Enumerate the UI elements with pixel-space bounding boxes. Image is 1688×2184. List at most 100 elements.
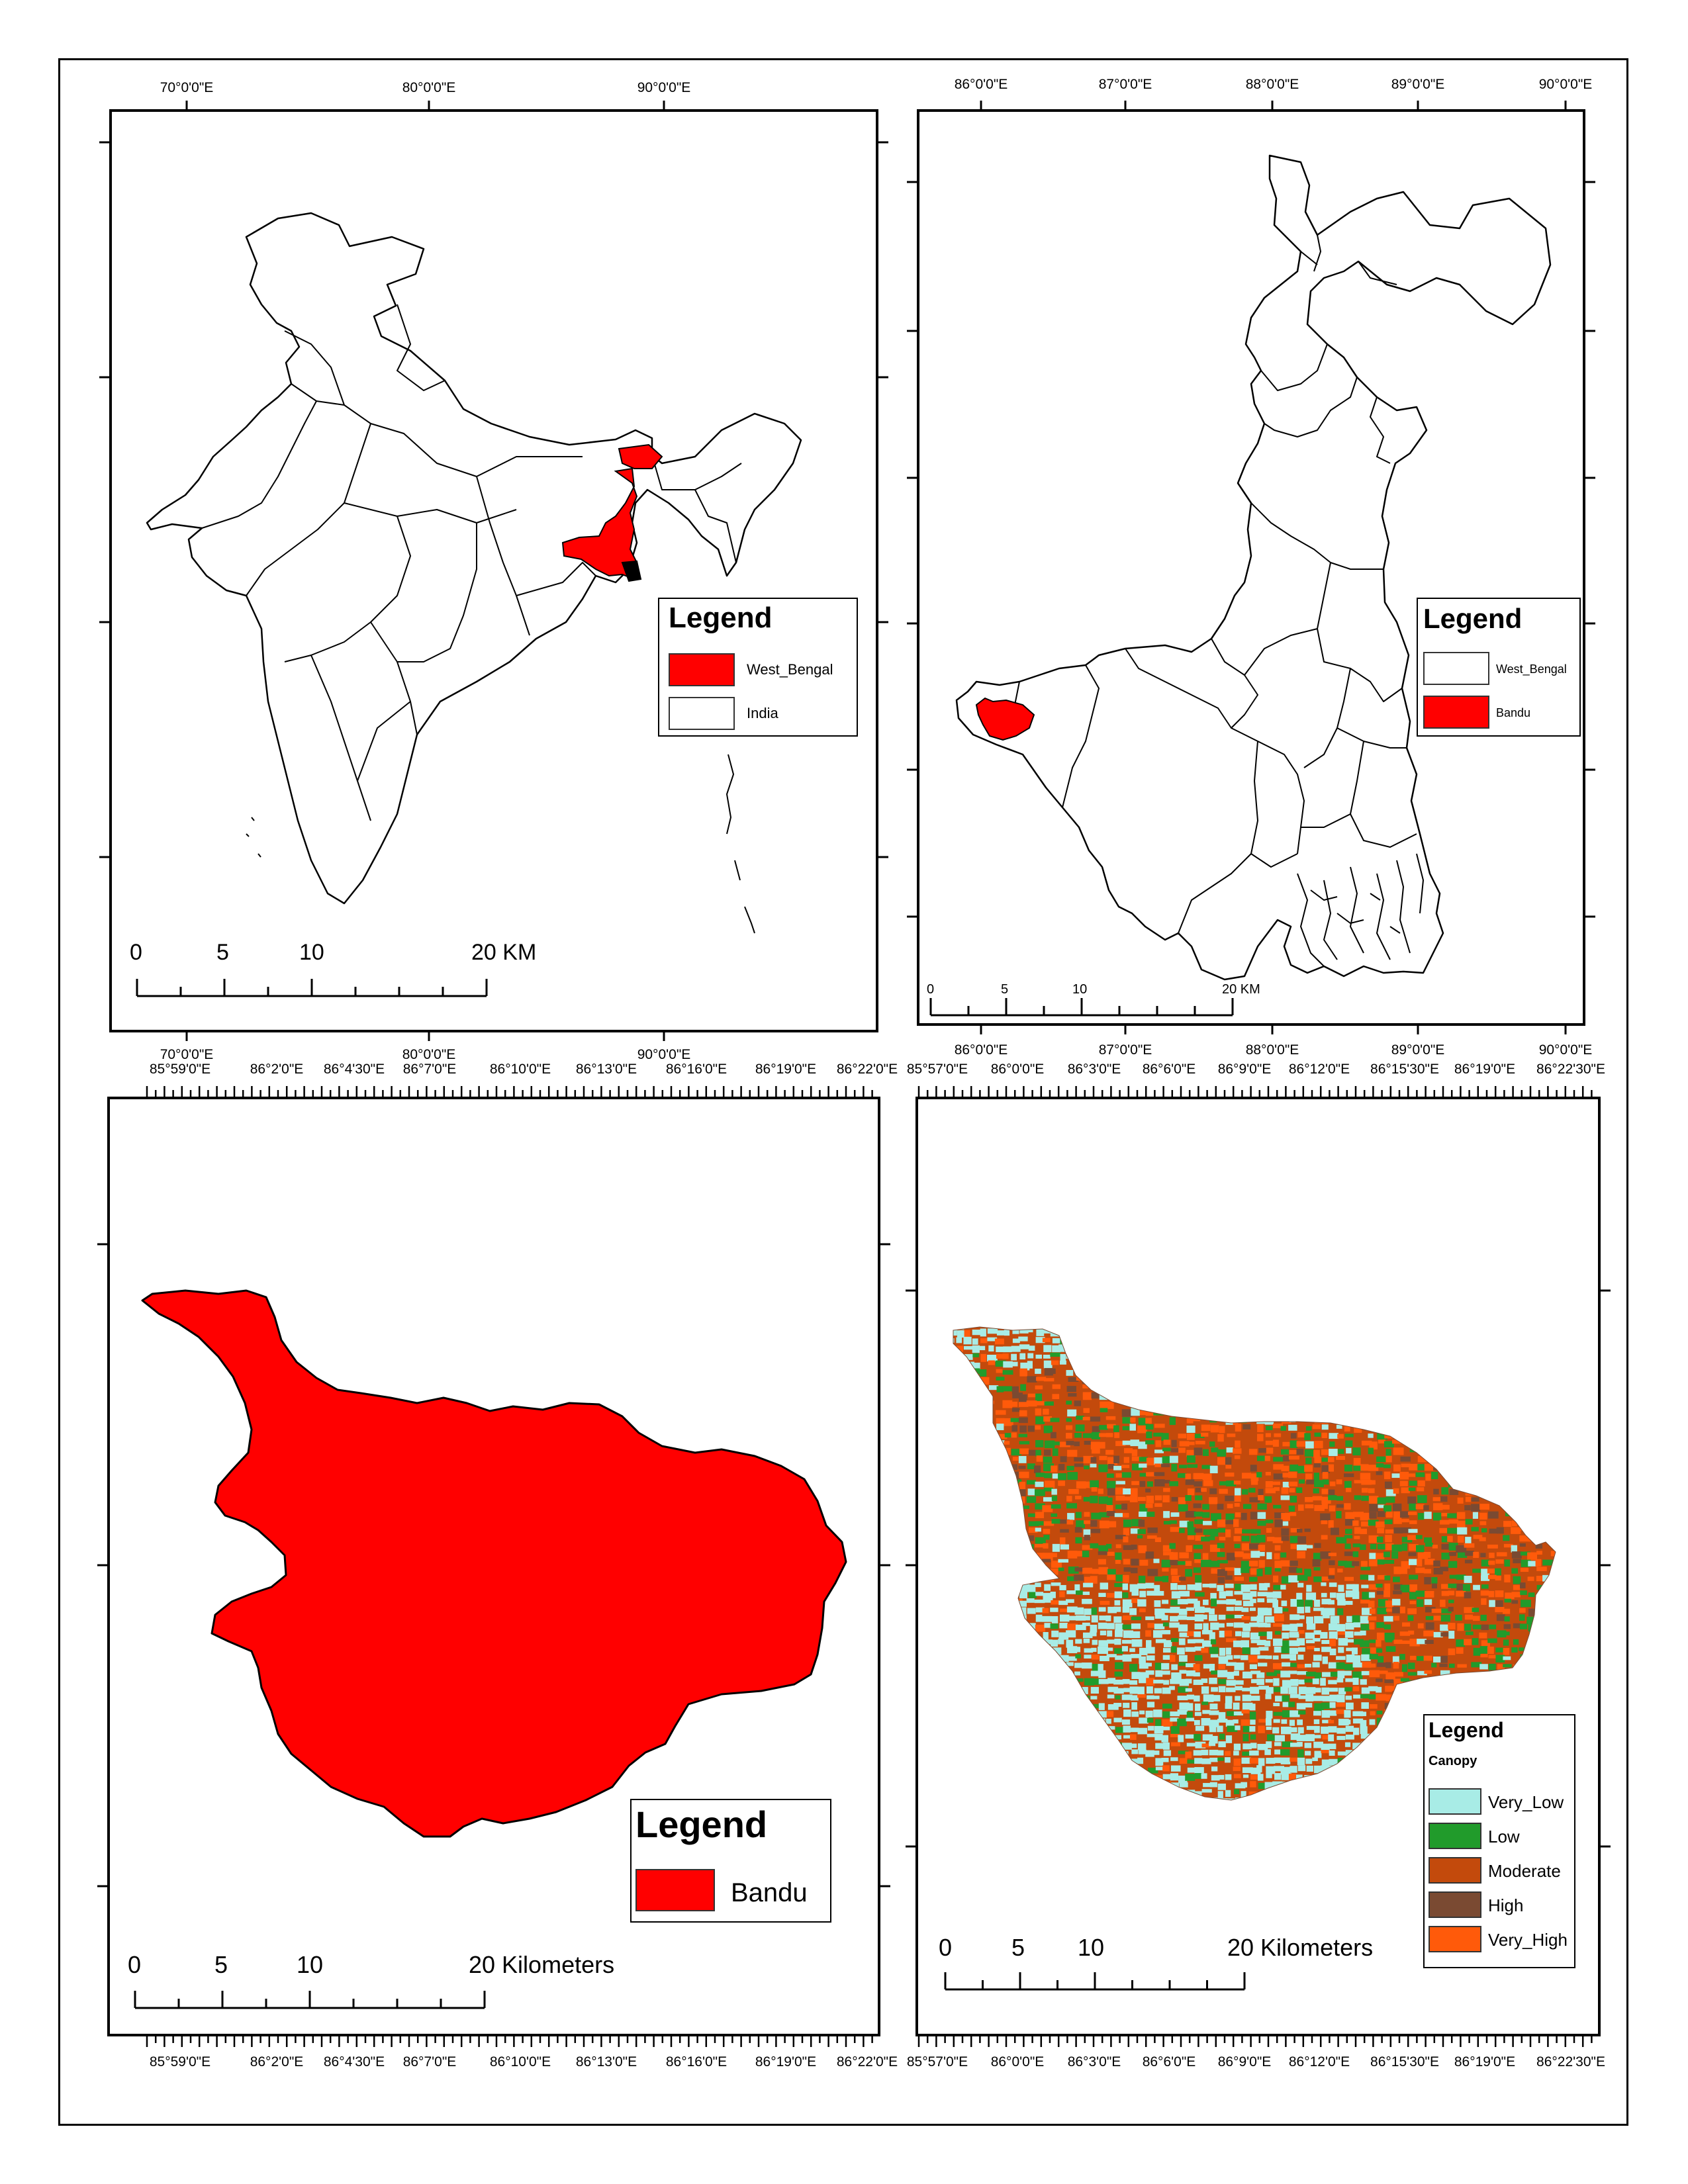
canopy-cell-low (1169, 1481, 1179, 1486)
canopy-cell-very-low (1322, 1719, 1331, 1723)
canopy-cell-very-low (1201, 1789, 1212, 1793)
canopy-cell-very-high (1274, 1561, 1282, 1569)
canopy-cell-very-low (953, 1327, 959, 1329)
canopy-cell-low (1129, 1664, 1138, 1672)
canopy-cell-very-low (988, 1719, 996, 1727)
canopy-cell-high (1131, 1402, 1142, 1407)
canopy-cell-very-low (1417, 1702, 1425, 1707)
canopy-cell-very-high (1139, 1409, 1149, 1416)
canopy-cell-low (1519, 1671, 1525, 1678)
canopy-cell-very-high (1481, 1385, 1487, 1392)
canopy-cell-very-low (1091, 1647, 1097, 1652)
canopy-cell-very-high (1535, 1385, 1542, 1392)
canopy-cell-very-high (953, 1527, 957, 1533)
canopy-cell-very-high (1536, 1551, 1542, 1555)
canopy-cell-very-low (1042, 1615, 1053, 1622)
canopy-cell-very-high (1534, 1327, 1546, 1328)
canopy-cell-very-high (1487, 1569, 1497, 1574)
bandu-legend-label: Bandu (731, 1878, 808, 1907)
canopy-cell-very-low (1336, 1623, 1346, 1631)
canopy-cell-very-high (1258, 1725, 1265, 1733)
canopy-cell-low (1257, 1410, 1266, 1418)
canopy-cell-very-low (1162, 1742, 1170, 1750)
canopy-cell-very-low (1091, 1719, 1100, 1725)
canopy-cell-very-low (1424, 1512, 1432, 1520)
canopy-cell-very-low (1488, 1696, 1498, 1702)
canopy-cell-very-high (1377, 1574, 1387, 1580)
canopy-cell-low (1201, 1799, 1212, 1800)
canopy-cell-high (1377, 1751, 1387, 1756)
canopy-cell-very-low (1066, 1703, 1074, 1708)
canopy-cell-low (956, 1368, 965, 1373)
canopy-cell-very-low (1209, 1735, 1218, 1744)
canopy-cell-very-high (1321, 1750, 1329, 1754)
canopy-cell-high (1217, 1345, 1223, 1351)
canopy-top-label-7: 86°15'30"E (1370, 1062, 1439, 1077)
canopy-cell-very-low (1329, 1608, 1335, 1615)
canopy-cell-low (1289, 1328, 1297, 1334)
canopy-cell-high (1098, 1369, 1107, 1375)
canopy-cell-very-low (1202, 1608, 1211, 1613)
canopy-cell-low (1456, 1392, 1467, 1400)
canopy-cell-very-low (1266, 1598, 1278, 1603)
canopy-cell-very-low (1027, 1361, 1033, 1369)
canopy-cell-very-high (1447, 1535, 1453, 1542)
canopy-cell-high (953, 1496, 957, 1503)
canopy-cell-low (988, 1686, 998, 1692)
canopy-cell-very-high (1448, 1623, 1456, 1630)
canopy-cell-very-low (1336, 1424, 1342, 1429)
canopy-cell-very-high (1272, 1537, 1283, 1543)
canopy-cell-very-high (1266, 1394, 1276, 1400)
canopy-cell-very-low (1282, 1521, 1289, 1526)
canopy-cell-high (1066, 1441, 1074, 1445)
canopy-cell-very-high (1399, 1631, 1411, 1636)
canopy-cell-very-high (1369, 1670, 1380, 1678)
canopy-cell-very-high (1090, 1576, 1098, 1584)
canopy-cell-very-low (1266, 1400, 1276, 1406)
canopy-cell-very-high (1423, 1328, 1431, 1337)
canopy-cell-very-low (1051, 1615, 1058, 1623)
canopy-cell-very-high (1432, 1362, 1443, 1370)
canopy-cell-low (1497, 1630, 1507, 1638)
canopy-cell-very-low (1186, 1663, 1196, 1668)
canopy-cell-very-high (1560, 1338, 1568, 1343)
canopy-cell-very-high (1105, 1337, 1113, 1343)
canopy-cell-low (1258, 1631, 1270, 1637)
canopy-cell-low (1035, 1439, 1044, 1447)
canopy-cell-very-high (1186, 1345, 1196, 1353)
canopy-cell-very-low (996, 1654, 1003, 1659)
canopy-cell-very-low (1352, 1647, 1358, 1655)
canopy-cell-very-high (1170, 1655, 1176, 1662)
canopy-cell-very-low (1481, 1575, 1490, 1581)
canopy-cell-very-low (1042, 1791, 1053, 1796)
canopy-cell-very-high (1003, 1695, 1013, 1702)
bandu-top-label-9: 86°22'0"E (836, 1062, 898, 1077)
canopy-cell-very-low (1084, 1353, 1092, 1357)
canopy-cell-very-high (1274, 1545, 1281, 1551)
canopy-cell-very-low (1368, 1592, 1376, 1598)
canopy-cell-very-low (1137, 1757, 1144, 1764)
canopy-cell-very-low (1391, 1473, 1402, 1479)
canopy-cell-very-low (1034, 1654, 1044, 1661)
canopy-cell-very-high (1401, 1416, 1407, 1423)
canopy-cell-very-high (1383, 1742, 1389, 1748)
canopy-cell-very-high (1274, 1433, 1282, 1437)
canopy-cell-low (1004, 1640, 1013, 1647)
canopy-cell-very-low (1153, 1680, 1164, 1684)
canopy-cell-very-high (1290, 1527, 1300, 1533)
canopy-cell-very-high (1233, 1330, 1242, 1338)
canopy-cell-low (1336, 1537, 1347, 1544)
canopy-cell-very-low (1345, 1750, 1353, 1757)
canopy-cell-low (971, 1574, 982, 1579)
canopy-cell-low (1194, 1433, 1205, 1438)
canopy-cell-low (1354, 1495, 1362, 1500)
canopy-cell-high (1170, 1394, 1178, 1402)
canopy-cell-low (1026, 1496, 1037, 1503)
canopy-cell-high (1513, 1559, 1521, 1564)
canopy-cell-very-low (1321, 1608, 1331, 1615)
canopy-top-label-6: 86°12'0"E (1288, 1062, 1350, 1077)
canopy-cell-very-low (972, 1671, 982, 1676)
canopy-cell-very-low (964, 1664, 974, 1669)
canopy-cell-very-low (1211, 1687, 1218, 1692)
canopy-cell-very-low (994, 1733, 1002, 1737)
